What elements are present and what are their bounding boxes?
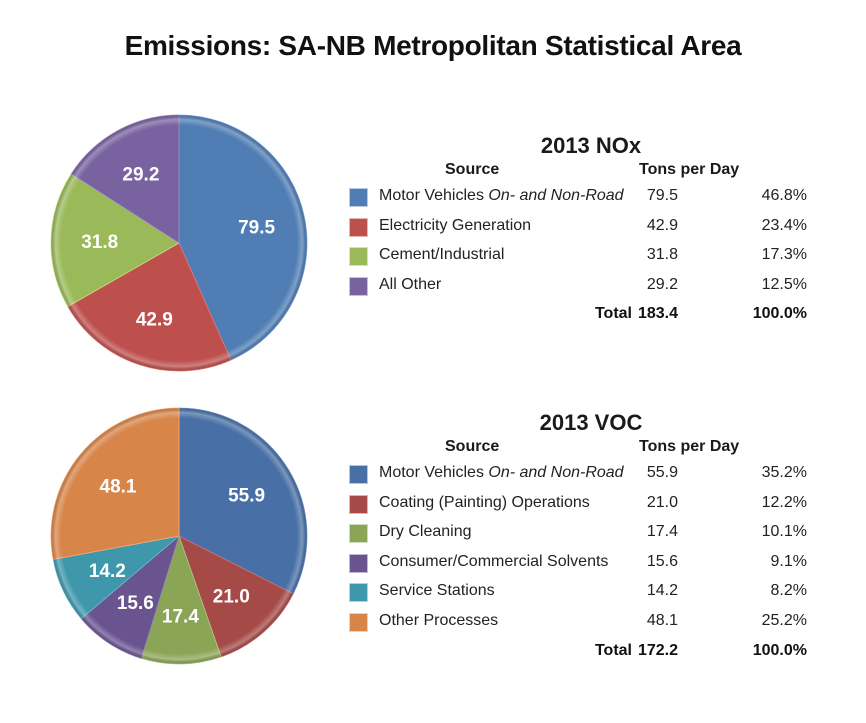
total-percent: 100.0% [752, 641, 807, 659]
legend-swatch [349, 247, 368, 267]
percent-value: 9.1% [770, 552, 807, 570]
voc-pie-chart: 55.9 21.0 17.4 15.6 14.2 48.1 [50, 407, 308, 665]
legend-swatch [349, 524, 368, 544]
source-column-header: Source [445, 438, 500, 455]
voc-table-header: Source Tons per Day [345, 438, 815, 462]
legend-swatch [349, 188, 368, 207]
tons-value: 17.4 [646, 523, 678, 541]
tons-value: 21.0 [646, 493, 678, 511]
percent-value: 35.2% [761, 464, 807, 481]
tons-value: 55.9 [646, 464, 678, 481]
source-label: Other Processes [379, 612, 498, 630]
tons-value: 29.2 [646, 275, 678, 293]
page-title: Emissions: SA-NB Metropolitan Statistica… [124, 30, 742, 61]
voc-legend-row: Dry Cleaning 17.4 10.1% [345, 521, 815, 551]
tons-value: 48.1 [646, 611, 678, 629]
tons-value: 15.6 [646, 552, 678, 570]
voc-total-row: Total 172.2 100.0% [345, 640, 815, 670]
voc-table-title: 2013 VOC [539, 410, 643, 435]
voc-legend-table: 2013 VOC Source Tons per Day Motor Vehic… [345, 408, 815, 669]
pie-slice-label: 15.6 [117, 593, 154, 614]
source-name: Dry Cleaning [379, 523, 472, 541]
total-label: Total [594, 641, 632, 659]
source-label: Motor Vehicles On- and Non-Road [379, 187, 624, 205]
nox-legend-row: Cement/Industrial 31.8 17.3% [345, 244, 815, 274]
pie-slice-label: 21.0 [213, 587, 250, 608]
source-name: Coating (Painting) Operations [379, 493, 590, 511]
pie-bevel [51, 408, 307, 664]
source-name: Other Processes [379, 611, 499, 629]
legend-swatch [349, 276, 368, 296]
nox-legend-row: Electricity Generation 42.9 23.4% [345, 215, 815, 245]
percent-value: 46.8% [761, 187, 807, 204]
legend-swatch [349, 553, 368, 573]
percent-value: 23.4% [761, 216, 807, 234]
total-value: 172.2 [637, 641, 678, 659]
nox-legend-row: Motor Vehicles On- and Non-Road 79.5 46.8% [345, 185, 815, 215]
source-label: Consumer/Commercial Solvents [379, 553, 608, 571]
tons-value: 31.8 [646, 246, 678, 264]
legend-swatch [349, 583, 368, 603]
nox-total-row: Total 183.4 100.0% [345, 303, 815, 333]
source-name: Motor Vehicles [379, 464, 489, 481]
tons-value: 79.5 [646, 187, 678, 204]
voc-legend-row: Consumer/Commercial Solvents 15.6 9.1% [345, 551, 815, 581]
tons-value: 14.2 [646, 582, 678, 600]
source-label: Electricity Generation [379, 217, 531, 235]
source-label: Cement/Industrial [379, 246, 504, 264]
pie-slice-label: 14.2 [89, 561, 126, 582]
pie-slice-label: 17.4 [162, 606, 199, 627]
pie-slice-label: 79.5 [238, 218, 275, 239]
source-name-italic: On- and Non-Road [488, 464, 624, 481]
legend-swatch [349, 612, 368, 632]
pie-slice-label: 48.1 [100, 476, 137, 497]
source-name: All Other [379, 275, 442, 293]
voc-legend-row: Coating (Painting) Operations 21.0 12.2% [345, 492, 815, 522]
percent-value: 17.3% [761, 246, 807, 264]
source-name-italic: On- and Non-Road [488, 187, 624, 204]
legend-swatch [349, 465, 368, 484]
percent-value: 25.2% [761, 611, 807, 629]
voc-legend-row: Service Stations 14.2 8.2% [345, 580, 815, 610]
source-label: All Other [379, 276, 441, 294]
pie-slice-label: 29.2 [122, 164, 159, 185]
nox-table-rows: Motor Vehicles On- and Non-Road 79.5 46.8%… [345, 185, 815, 333]
source-column-header: Source [445, 161, 500, 178]
source-label: Coating (Painting) Operations [379, 494, 590, 512]
source-name: Motor Vehicles [379, 187, 489, 204]
source-name: Electricity Generation [379, 216, 532, 234]
total-percent: 100.0% [752, 305, 807, 323]
nox-pie-chart: 79.5 42.9 31.8 29.2 [50, 114, 308, 372]
source-label: Dry Cleaning [379, 523, 471, 541]
voc-table-rows: Motor Vehicles On- and Non-Road 55.9 35.2%… [345, 462, 815, 669]
nox-legend-table: 2013 NOx Source Tons per Day Motor Vehic… [345, 131, 815, 333]
pie-slice-label: 55.9 [228, 486, 265, 507]
tons-value: 42.9 [646, 216, 678, 234]
source-name: Service Stations [379, 582, 495, 600]
source-label: Service Stations [379, 582, 495, 600]
legend-swatch [349, 494, 368, 514]
voc-legend-row: Motor Vehicles On- and Non-Road 55.9 35.2% [345, 462, 815, 492]
pie-slice-label: 31.8 [81, 232, 118, 253]
total-value: 183.4 [637, 305, 678, 323]
voc-legend-row: Other Processes 48.1 25.2% [345, 610, 815, 640]
percent-value: 8.2% [770, 582, 807, 600]
pie-slice-label: 42.9 [136, 309, 173, 330]
percent-value: 10.1% [761, 523, 807, 541]
tons-column-header: Tons per Day [639, 161, 740, 178]
source-name: Consumer/Commercial Solvents [379, 552, 609, 570]
pie-bevel [51, 115, 307, 371]
percent-value: 12.2% [761, 493, 807, 511]
nox-table-title: 2013 NOx [540, 133, 642, 158]
legend-swatch [349, 217, 368, 237]
tons-column-header: Tons per Day [639, 438, 740, 455]
source-label: Motor Vehicles On- and Non-Road [379, 464, 624, 482]
total-label: Total [594, 305, 632, 323]
nox-table-header: Source Tons per Day [345, 161, 815, 185]
percent-value: 12.5% [761, 275, 807, 293]
nox-legend-row: All Other 29.2 12.5% [345, 274, 815, 304]
source-name: Cement/Industrial [379, 246, 505, 264]
